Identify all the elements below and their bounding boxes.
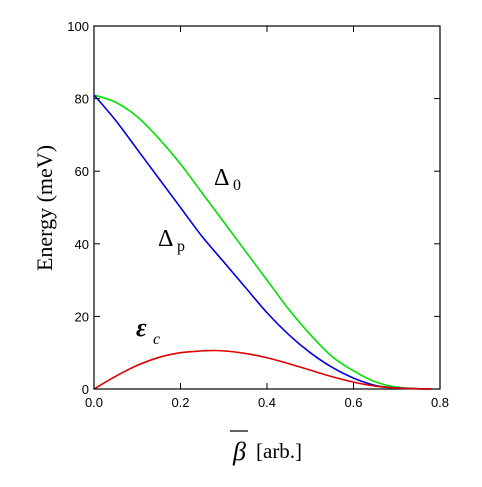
- annotation-delta-0: Δ 0: [214, 165, 241, 194]
- x-tick-label: 0.8: [431, 395, 449, 410]
- y-tick-label: 0: [82, 382, 89, 397]
- svg-text:p: p: [177, 238, 185, 255]
- svg-text:Δ: Δ: [158, 226, 173, 252]
- series-line-1: [93, 94, 432, 390]
- x-tick-label: 0.6: [344, 395, 362, 410]
- x-axis-label: β [arb.]: [230, 430, 302, 466]
- svg-text:Δ: Δ: [214, 165, 229, 191]
- svg-text:Energy (meV): Energy (meV): [32, 145, 57, 271]
- svg-text:[arb.]: [arb.]: [256, 439, 302, 463]
- svg-text:c: c: [153, 331, 160, 348]
- x-tick-label: 0.2: [171, 395, 189, 410]
- x-tick-label: 0.4: [258, 395, 276, 410]
- svg-text:ε: ε: [136, 313, 147, 342]
- y-tick-label: 20: [75, 309, 89, 324]
- annotation-epsilon-c: ε c: [136, 313, 160, 348]
- x-tick-label: 0.0: [85, 395, 103, 410]
- series-line-0: [93, 94, 432, 390]
- y-tick-label: 80: [75, 92, 89, 107]
- y-tick-label: 100: [67, 19, 89, 34]
- annotation-delta-p: Δ p: [158, 226, 185, 255]
- svg-text:0: 0: [233, 177, 241, 194]
- series-lines: [93, 94, 432, 390]
- axis-ticks: 0.0 0.2 0.4 0.6 0.8 0 20 40 60 80 100: [67, 19, 449, 410]
- series-line-2: [93, 349, 432, 390]
- svg-text:β: β: [232, 437, 246, 466]
- y-tick-label: 60: [75, 164, 89, 179]
- y-axis-label: Energy (meV): [32, 145, 57, 271]
- y-tick-label: 40: [75, 237, 89, 252]
